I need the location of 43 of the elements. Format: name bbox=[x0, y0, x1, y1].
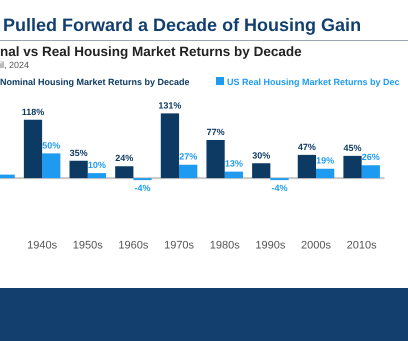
bar bbox=[42, 153, 60, 178]
data-label: -4% bbox=[134, 183, 151, 194]
bar bbox=[362, 165, 380, 178]
x-tick-label: 2000s bbox=[301, 239, 332, 252]
x-tick-label: 1990s bbox=[255, 239, 286, 252]
legend-label: US Real Housing Market Returns by Dec bbox=[227, 77, 400, 87]
data-label: 24% bbox=[115, 153, 134, 164]
data-label: 30% bbox=[252, 150, 270, 160]
data-label: -4% bbox=[271, 183, 288, 194]
x-tick-label: 1980s bbox=[210, 239, 240, 252]
bar bbox=[24, 120, 42, 178]
data-label: 45% bbox=[344, 142, 362, 153]
x-tick-label: 2010s bbox=[346, 239, 378, 252]
data-label: 131% bbox=[158, 100, 182, 110]
x-tick-label: 1940s bbox=[27, 239, 58, 252]
text: Nominal Housing Market Returns by Decade bbox=[0, 77, 190, 87]
data-label: 47% bbox=[298, 142, 316, 152]
bar bbox=[252, 163, 270, 178]
text: il, 2024 bbox=[0, 60, 30, 70]
bar bbox=[298, 154, 316, 178]
bar bbox=[160, 113, 180, 178]
data-label: 35% bbox=[70, 148, 88, 158]
x-tick-label: 1960s bbox=[118, 239, 149, 252]
data-label: 10% bbox=[88, 160, 106, 170]
data-label: 27% bbox=[179, 152, 198, 162]
bar bbox=[70, 160, 88, 178]
data-label: 77% bbox=[206, 127, 225, 138]
x-tick-label: 1970s bbox=[164, 239, 195, 252]
data-label: 19% bbox=[316, 156, 334, 166]
bar bbox=[316, 168, 334, 178]
bar bbox=[115, 166, 134, 178]
bar bbox=[224, 172, 243, 178]
bar bbox=[179, 164, 198, 178]
data-label: 50% bbox=[42, 140, 60, 150]
bar bbox=[206, 140, 225, 178]
data-label: 13% bbox=[224, 158, 243, 169]
chart-title: Pulled Forward a Decade of Housing Gain bbox=[3, 15, 362, 36]
data-label: 118% bbox=[22, 106, 44, 117]
data-label: 26% bbox=[362, 152, 380, 162]
chart-subtitle: nal vs Real Housing Market Returns by Decade bbox=[0, 44, 302, 59]
bar bbox=[343, 156, 362, 178]
x-tick-label: 1950s bbox=[72, 239, 104, 252]
bar bbox=[88, 173, 106, 178]
